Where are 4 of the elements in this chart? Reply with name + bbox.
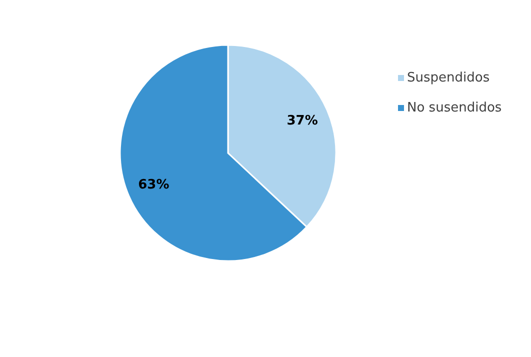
legend-label: No susendidos: [407, 100, 502, 116]
legend-label: Suspendidos: [407, 70, 490, 86]
data-label: 63%: [138, 178, 170, 193]
data-label: 37%: [286, 113, 318, 128]
